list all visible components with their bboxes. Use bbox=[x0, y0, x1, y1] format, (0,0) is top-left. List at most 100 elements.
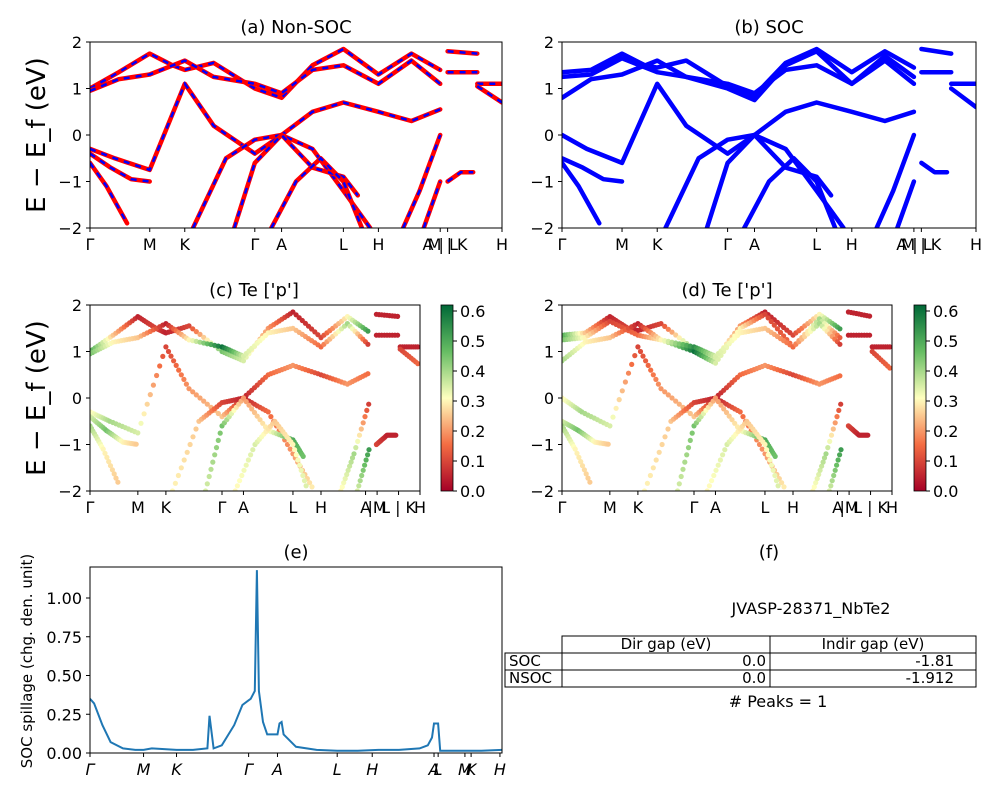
colorbar-tick-label: 0.5 bbox=[460, 332, 485, 351]
projection-point bbox=[197, 331, 203, 337]
projection-point bbox=[100, 446, 106, 452]
projection-point bbox=[360, 420, 366, 426]
projection-point bbox=[678, 473, 684, 480]
projection-point bbox=[290, 441, 296, 448]
projection-point bbox=[837, 341, 843, 347]
panel-a-ytick-label: 1 bbox=[72, 80, 82, 99]
projection-point bbox=[771, 322, 777, 328]
projection-point bbox=[706, 483, 713, 489]
panel-a-xtick-label: M bbox=[143, 235, 157, 254]
projection-point bbox=[215, 410, 221, 417]
projection-point bbox=[178, 372, 184, 378]
projection-point bbox=[251, 409, 258, 416]
projection-point bbox=[837, 452, 843, 458]
projection-point bbox=[816, 471, 822, 478]
panel-e-ytick-label: 1.00 bbox=[46, 589, 82, 608]
projection-point bbox=[300, 453, 306, 459]
projection-point bbox=[680, 466, 686, 472]
projection-point bbox=[190, 389, 196, 395]
band-line-dashed bbox=[90, 162, 129, 224]
panel-f-title: (f) bbox=[759, 542, 779, 563]
projection-point bbox=[307, 480, 313, 486]
projection-point bbox=[581, 467, 588, 473]
panel-e-xtick-label: M bbox=[458, 760, 472, 779]
band-line bbox=[704, 132, 834, 228]
projection-point bbox=[206, 473, 212, 480]
projection-point bbox=[779, 480, 785, 486]
projection-point bbox=[186, 323, 192, 329]
panel-d-xtick-label: M bbox=[603, 498, 617, 517]
projection-point bbox=[713, 467, 719, 473]
panel-c-xtick-label: Γ bbox=[218, 498, 227, 517]
band-line bbox=[231, 132, 361, 228]
panel-c-ytick-label: 1 bbox=[72, 343, 82, 362]
colorbar-tick-label: 0.1 bbox=[460, 452, 485, 471]
projection-point bbox=[193, 392, 199, 398]
projection-point bbox=[770, 467, 776, 473]
projection-point bbox=[204, 337, 210, 343]
projection-point bbox=[740, 414, 746, 420]
colorbar-tick-label: 0.5 bbox=[933, 332, 958, 351]
projection-point bbox=[109, 467, 115, 473]
projection-point bbox=[723, 409, 730, 416]
band-ylabel-middle: E − E_f (eV) bbox=[22, 320, 52, 476]
projection-point bbox=[635, 344, 641, 350]
row-label-nsoc: NSOC bbox=[509, 669, 552, 687]
projection-point bbox=[106, 459, 112, 465]
projection-point bbox=[309, 484, 315, 490]
colorbar-tick-label: 0.0 bbox=[933, 482, 958, 501]
panel-d-xtick-label: H bbox=[787, 498, 799, 517]
band-line bbox=[90, 58, 443, 96]
projection-point bbox=[762, 441, 768, 448]
projection-point bbox=[768, 462, 775, 468]
projection-point bbox=[342, 476, 348, 482]
projection-point bbox=[578, 459, 584, 465]
projection-point bbox=[574, 450, 580, 456]
colorbar-tick-label: 0.2 bbox=[933, 422, 958, 441]
projection-point bbox=[268, 414, 274, 420]
panel-a-xtick-label: M | K bbox=[428, 235, 468, 254]
projection-point bbox=[339, 484, 345, 490]
band-line-dashed bbox=[401, 134, 442, 228]
projection-point bbox=[147, 392, 153, 398]
projection-point bbox=[201, 334, 207, 340]
projection-point bbox=[183, 381, 189, 387]
panel-e-ytick-label: 0.75 bbox=[46, 628, 82, 647]
projection-point bbox=[687, 437, 693, 443]
projection-point bbox=[181, 457, 187, 463]
projection-point bbox=[202, 488, 209, 491]
projection-point bbox=[665, 326, 671, 332]
projection-point bbox=[176, 367, 182, 373]
projection-point bbox=[832, 420, 838, 426]
panel-d-ytick-label: 1 bbox=[544, 343, 554, 362]
panel-e-title: (e) bbox=[283, 542, 308, 563]
projection-point bbox=[629, 361, 635, 367]
projection-point bbox=[210, 459, 216, 465]
panel-c-xtick-label: K bbox=[161, 498, 172, 517]
panel-e-xtick-label: L bbox=[333, 760, 342, 779]
band-line-dashed bbox=[90, 81, 441, 172]
row-label-soc: SOC bbox=[509, 652, 541, 670]
projection-point bbox=[711, 472, 717, 479]
projection-point bbox=[676, 401, 682, 407]
panel-a-xtick-label: K bbox=[180, 235, 191, 254]
projection-point bbox=[814, 476, 820, 482]
panel-a-title: (a) Non-SOC bbox=[240, 17, 351, 38]
panel-d-ytick-label: 2 bbox=[544, 296, 554, 315]
panel-e-ytick-label: 0.50 bbox=[46, 667, 82, 686]
band-line bbox=[919, 46, 954, 56]
projection-point bbox=[363, 457, 369, 463]
panel-b-title: (b) SOC bbox=[734, 17, 803, 38]
panel-e-xtick-label: A bbox=[271, 760, 283, 779]
projection-point bbox=[887, 365, 892, 371]
projection-point bbox=[144, 401, 150, 407]
projection-point bbox=[341, 480, 347, 486]
projection-point bbox=[184, 449, 190, 455]
panel-b-ytick-label: 1 bbox=[544, 80, 554, 99]
projection-point bbox=[605, 441, 611, 447]
projection-point bbox=[175, 472, 181, 479]
panel-b-xtick-label: A bbox=[749, 235, 760, 254]
